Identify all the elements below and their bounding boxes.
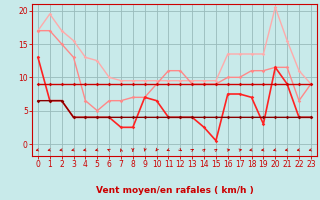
X-axis label: Vent moyen/en rafales ( km/h ): Vent moyen/en rafales ( km/h ) — [96, 186, 253, 195]
